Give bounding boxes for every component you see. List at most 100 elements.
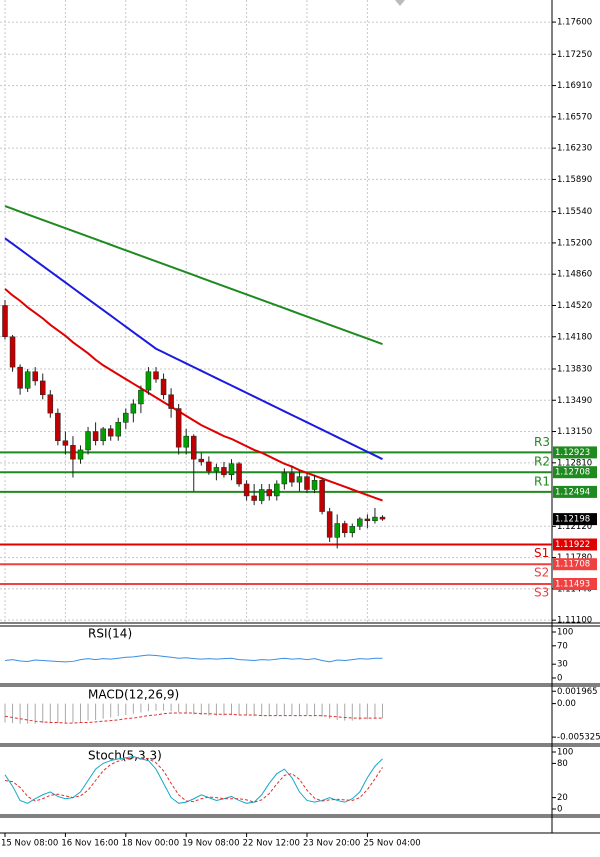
price-box-label: 1.11708 xyxy=(555,560,590,570)
y-tick-label: 1.11780 xyxy=(557,553,592,563)
candle-body xyxy=(213,467,220,472)
candle-body xyxy=(130,403,137,414)
candle-body xyxy=(334,523,340,538)
indicator-line xyxy=(4,712,383,724)
candle-body xyxy=(243,483,250,497)
candle-body xyxy=(258,489,265,501)
price-box-label: 1.12494 xyxy=(555,487,590,497)
y-tick-label: 0 xyxy=(557,674,562,684)
price-box xyxy=(553,485,597,498)
pivot-name: R2 xyxy=(534,455,550,469)
candle-body xyxy=(62,440,69,446)
y-tick-label: 30 xyxy=(557,660,568,670)
y-tick-label: -0.005325 xyxy=(557,733,600,743)
candle-body xyxy=(206,461,212,472)
x-tick-label: 25 Nov 04:00 xyxy=(363,839,420,849)
y-tick-label: 1.16230 xyxy=(557,144,592,154)
candle-body xyxy=(115,422,121,437)
pivot-name: R3 xyxy=(534,435,550,449)
candle-body xyxy=(138,389,144,405)
candle-body xyxy=(372,516,378,522)
candle-body xyxy=(266,489,272,497)
y-tick-label: 1.15200 xyxy=(557,238,592,248)
pivot-name: S2 xyxy=(534,566,549,580)
y-tick-label: 1.13150 xyxy=(557,427,592,437)
y-tick-label: 1.12810 xyxy=(557,458,592,468)
indicator-line xyxy=(4,205,383,346)
candle-body xyxy=(319,480,325,512)
candle-body xyxy=(364,518,371,522)
indicator-line xyxy=(4,756,383,804)
y-tick-label: 80 xyxy=(557,759,568,769)
candle-body xyxy=(357,518,363,527)
candle-body xyxy=(228,463,235,476)
candle-body xyxy=(175,408,182,448)
candle-body xyxy=(168,394,174,409)
y-tick-label: 1.16570 xyxy=(557,112,592,122)
x-tick-label: 19 Nov 08:00 xyxy=(182,839,239,849)
indicator-line xyxy=(4,288,383,502)
price-box-label: 1.11493 xyxy=(555,579,590,589)
indicator-line xyxy=(4,757,383,803)
candle-body xyxy=(342,523,348,533)
candle-body xyxy=(236,463,242,485)
candle-body xyxy=(9,336,16,368)
candle-body xyxy=(32,371,38,382)
candle-body xyxy=(296,476,303,483)
y-tick-label: 0.001965 xyxy=(557,687,598,697)
candle-body xyxy=(349,526,356,533)
y-tick-label: 0.00 xyxy=(557,699,576,709)
candle-body xyxy=(100,428,106,441)
candle-body xyxy=(123,412,129,423)
candle-body xyxy=(221,467,227,476)
price-box xyxy=(553,577,597,590)
y-tick-label: 1.16910 xyxy=(557,81,592,91)
candle-body xyxy=(183,435,189,448)
price-box xyxy=(553,466,597,479)
candle-body xyxy=(145,371,152,391)
candle-body xyxy=(311,480,318,490)
x-tick-label: 18 Nov 00:00 xyxy=(122,839,179,849)
candle-body xyxy=(17,366,23,389)
indicator-line xyxy=(4,654,383,663)
pivot-name: S3 xyxy=(534,585,549,599)
indicator-line xyxy=(4,237,383,461)
candle-body xyxy=(55,412,61,441)
candle-body xyxy=(379,516,386,520)
scroll-marker xyxy=(395,0,405,6)
pivot-name: R1 xyxy=(534,474,550,488)
current-price-box xyxy=(553,513,597,526)
candle-body xyxy=(40,380,46,395)
candle-body xyxy=(24,371,31,389)
candle-body xyxy=(92,431,99,441)
y-tick-label: 1.12120 xyxy=(557,522,592,532)
y-tick-label: 1.17600 xyxy=(557,18,592,28)
candle-body xyxy=(160,378,167,395)
y-tick-label: 1.14860 xyxy=(557,270,592,280)
y-tick-label: 70 xyxy=(557,641,568,651)
candle-body xyxy=(47,394,54,414)
y-tick-label: 100 xyxy=(557,748,573,758)
price-box-label: 1.12708 xyxy=(555,468,590,478)
y-tick-label: 0 xyxy=(557,805,562,815)
candle-body xyxy=(153,371,159,380)
y-tick-label: 20 xyxy=(557,793,568,803)
candle-body xyxy=(2,305,8,338)
x-tick-label: 23 Nov 20:00 xyxy=(303,839,360,849)
candle-body xyxy=(274,483,280,497)
y-tick-label: 1.13490 xyxy=(557,396,592,406)
price-box xyxy=(553,538,597,551)
x-tick-label: 16 Nov 16:00 xyxy=(61,839,118,849)
y-tick-label: 1.13830 xyxy=(557,364,592,374)
rsi-title: RSI(14) xyxy=(88,627,132,641)
candle-body xyxy=(326,511,333,538)
price-box xyxy=(553,446,597,459)
candle-body xyxy=(77,449,84,460)
candle-body xyxy=(191,435,197,460)
macd-title: MACD(12,26,9) xyxy=(88,688,179,702)
price-box-label: 1.12923 xyxy=(555,448,590,458)
candle-body xyxy=(107,428,114,437)
